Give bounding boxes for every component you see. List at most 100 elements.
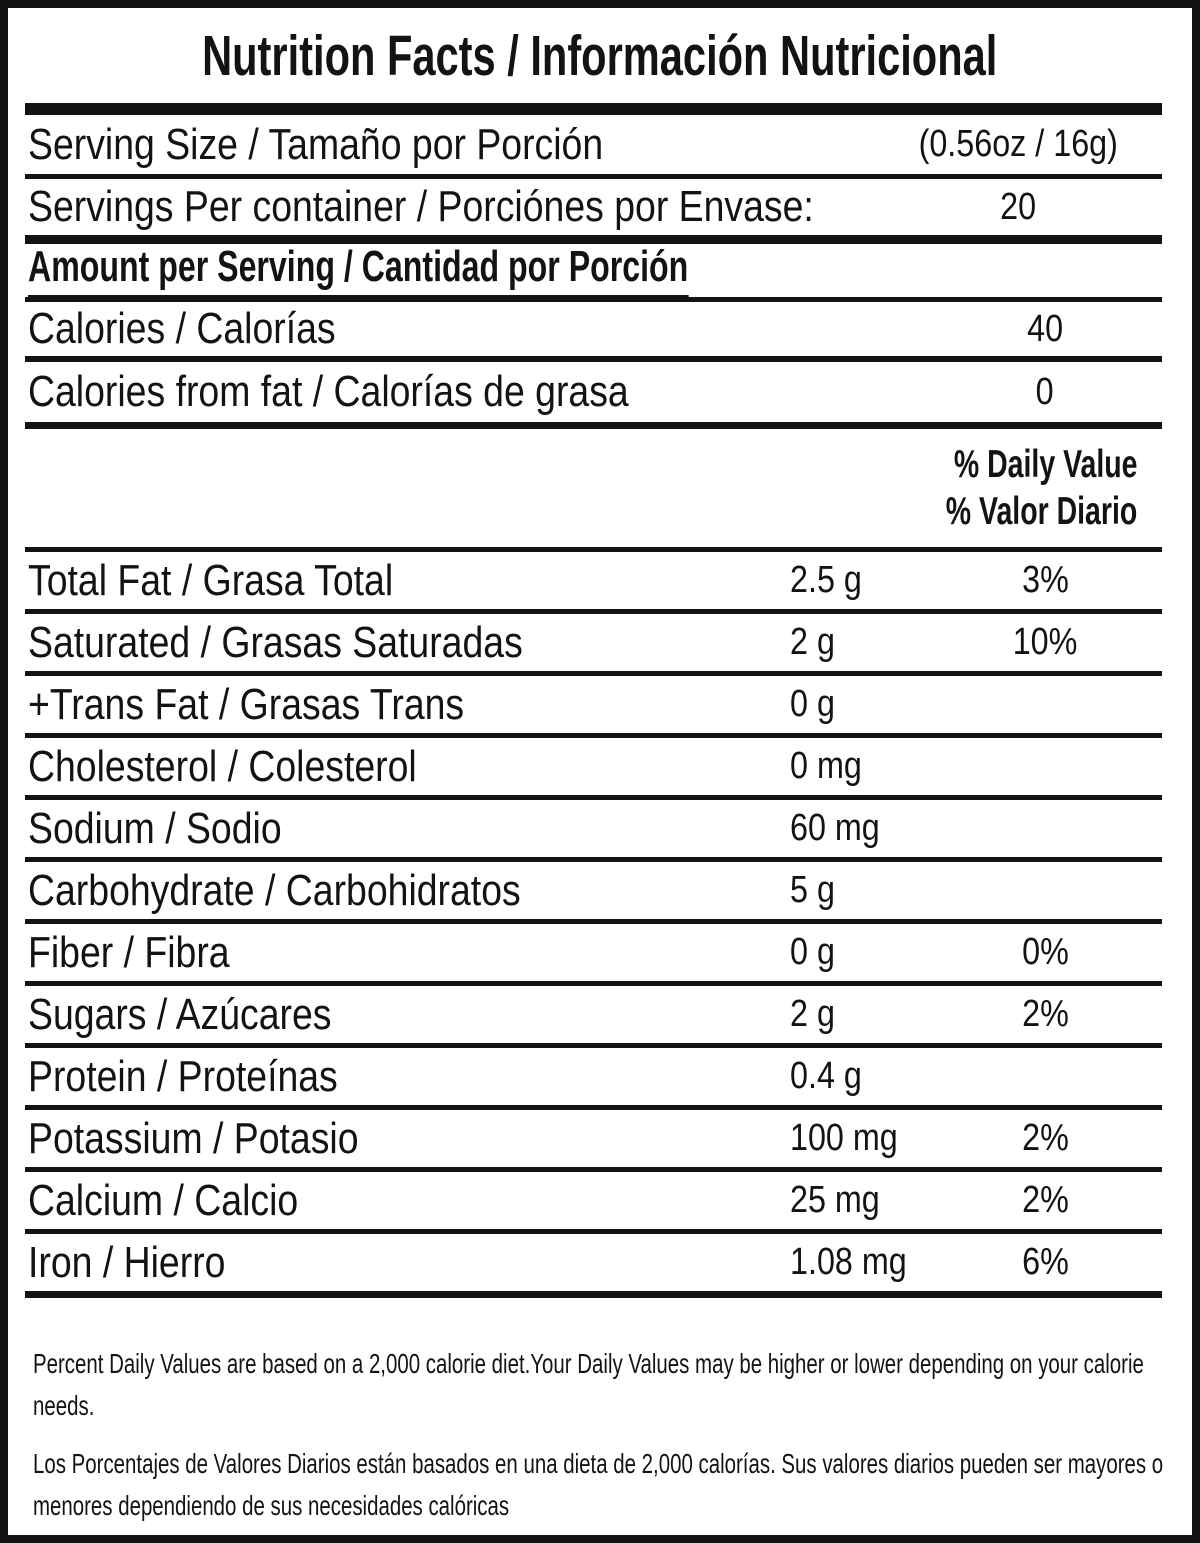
- row-divider: [25, 1043, 1162, 1048]
- row-divider: [25, 919, 1162, 924]
- nutrient-amount-cell: 100 mg: [790, 1117, 970, 1160]
- calories-from-fat-value: 0: [1036, 370, 1054, 413]
- nutrient-dv: 2%: [1021, 993, 1069, 1035]
- daily-value-header-es: % Valor Diario: [945, 490, 1137, 533]
- amount-per-serving-header: Amount per Serving / Cantidad por Porció…: [28, 242, 689, 299]
- nutrient-row-carbohydrate: Carbohydrate / Carbohidratos 5 g: [8, 862, 1192, 919]
- nutrient-row-fiber: Fiber / Fibra 0 g 0%: [8, 924, 1192, 981]
- row-divider: [25, 1229, 1162, 1234]
- nutrient-dv-cell: 3%: [970, 559, 1120, 602]
- nutrient-amount: 5 g: [790, 869, 835, 911]
- nutrient-row-potassium: Potassium / Potasio 100 mg 2%: [8, 1110, 1192, 1167]
- serving-size-value: (0.56oz / 16g): [918, 123, 1118, 165]
- nutrient-row-saturated-fat: Saturated / Grasas Saturadas 2 g 10%: [8, 614, 1192, 671]
- calories-label: Calories / Calorías: [28, 304, 336, 353]
- nutrient-label: Total Fat / Grasa Total: [28, 555, 394, 605]
- nutrient-label: +Trans Fat / Grasas Trans: [28, 679, 465, 729]
- nutrient-dv-cell: 2%: [970, 993, 1120, 1036]
- nutrient-label-cell: Sugars / Azúcares: [28, 990, 790, 1040]
- daily-value-header-en: % Daily Value: [953, 443, 1137, 486]
- row-divider: [25, 609, 1162, 614]
- nutrient-label-cell: Sodium / Sodio: [28, 804, 790, 854]
- row-divider: [25, 1105, 1162, 1110]
- nutrient-amount: 2 g: [790, 621, 835, 663]
- row-divider: [25, 981, 1162, 986]
- row-divider: [25, 422, 1162, 429]
- daily-value-header: % Daily Value % Valor Diario: [8, 429, 1192, 547]
- servings-per-container-value-cell: 20: [868, 186, 1168, 229]
- nutrient-amount: 25 mg: [790, 1179, 880, 1221]
- title-divider-bar: [25, 103, 1162, 115]
- nutrient-dv-cell: 2%: [970, 1117, 1120, 1160]
- nutrient-amount-cell: 1.08 mg: [790, 1241, 970, 1284]
- nutrient-amount: 2 g: [790, 993, 835, 1035]
- nutrient-dv-cell: 6%: [970, 1241, 1120, 1284]
- nutrient-amount-cell: 2 g: [790, 993, 970, 1036]
- nutrient-label-cell: Potassium / Potasio: [28, 1114, 790, 1164]
- nutrient-amount: 2.5 g: [790, 559, 862, 601]
- nutrient-amount-cell: 0 g: [790, 683, 970, 726]
- footnote-english: Percent Daily Values are based on a 2,00…: [33, 1348, 1144, 1421]
- nutrient-label: Cholesterol / Colesterol: [28, 741, 417, 791]
- nutrient-amount-cell: 0 g: [790, 931, 970, 974]
- nutrient-label: Sugars / Azúcares: [28, 989, 332, 1039]
- serving-size-value-cell: (0.56oz / 16g): [868, 123, 1168, 166]
- servings-per-container-label-cell: Servings Per container / Porciónes por E…: [28, 182, 868, 232]
- nutrient-label: Fiber / Fibra: [28, 927, 230, 977]
- nutrient-amount-cell: 25 mg: [790, 1179, 970, 1222]
- nutrient-label-cell: Saturated / Grasas Saturadas: [28, 618, 790, 668]
- row-divider: [25, 857, 1162, 862]
- row-divider: [25, 547, 1162, 552]
- calories-label-cell: Calories / Calorías: [28, 304, 970, 354]
- servings-per-container-value: 20: [1000, 185, 1036, 228]
- row-divider: [25, 174, 1162, 179]
- nutrient-label-cell: Cholesterol / Colesterol: [28, 742, 790, 792]
- calories-from-fat-row: Calories from fat / Calorías de grasa 0: [8, 362, 1192, 422]
- servings-per-container-label: Servings Per container / Porciónes por E…: [28, 182, 814, 231]
- row-divider: [25, 733, 1162, 738]
- nutrient-row-trans-fat: +Trans Fat / Grasas Trans 0 g: [8, 676, 1192, 733]
- nutrient-label: Potassium / Potasio: [28, 1113, 359, 1163]
- nutrient-row-cholesterol: Cholesterol / Colesterol 0 mg: [8, 738, 1192, 795]
- nutrient-amount: 60 mg: [790, 807, 880, 849]
- nutrient-dv-cell: [970, 745, 1120, 788]
- nutrient-dv: 10%: [1012, 621, 1078, 663]
- calories-row: Calories / Calorías 40: [8, 302, 1192, 356]
- nutrient-label-cell: Iron / Hierro: [28, 1238, 790, 1288]
- table-end-bar: [25, 1291, 1162, 1298]
- nutrient-amount: 0 mg: [790, 745, 862, 787]
- serving-size-label: Serving Size / Tamaño por Porción: [28, 119, 604, 169]
- nutrient-dv: 6%: [1021, 1241, 1069, 1283]
- nutrient-label-cell: Carbohydrate / Carbohidratos: [28, 866, 790, 916]
- nutrient-amount: 0.4 g: [790, 1055, 862, 1097]
- nutrient-label: Protein / Proteínas: [28, 1051, 338, 1101]
- nutrient-amount: 0 g: [790, 683, 835, 725]
- nutrient-dv-cell: [970, 807, 1120, 850]
- nutrient-dv-cell: [970, 869, 1120, 912]
- nutrient-label-cell: Fiber / Fibra: [28, 928, 790, 978]
- nutrient-amount-cell: 5 g: [790, 869, 970, 912]
- nutrient-amount: 100 mg: [790, 1117, 898, 1159]
- footnotes: Percent Daily Values are based on a 2,00…: [8, 1343, 1192, 1527]
- row-divider: [25, 356, 1162, 362]
- nutrient-dv-cell: [970, 683, 1120, 726]
- nutrient-amount-cell: 2 g: [790, 621, 970, 664]
- section-divider-bar: [25, 235, 1162, 244]
- row-divider: [25, 671, 1162, 676]
- nutrient-label: Iron / Hierro: [28, 1237, 226, 1287]
- nutrient-amount-cell: 0.4 g: [790, 1055, 970, 1098]
- nutrient-label: Sodium / Sodio: [28, 803, 282, 853]
- nutrient-dv-cell: 2%: [970, 1179, 1120, 1222]
- nutrient-amount-cell: 60 mg: [790, 807, 970, 850]
- row-divider: [25, 1167, 1162, 1172]
- servings-per-container-row: Servings Per container / Porciónes por E…: [8, 179, 1192, 235]
- nutrient-label-cell: Calcium / Calcio: [28, 1176, 790, 1226]
- nutrient-row-calcium: Calcium / Calcio 25 mg 2%: [8, 1172, 1192, 1229]
- row-divider: [25, 795, 1162, 800]
- nutrient-row-total-fat: Total Fat / Grasa Total 2.5 g 3%: [8, 552, 1192, 609]
- nutrient-row-iron: Iron / Hierro 1.08 mg 6%: [8, 1234, 1192, 1291]
- nutrient-amount: 0 g: [790, 931, 835, 973]
- nutrient-amount: 1.08 mg: [790, 1241, 907, 1283]
- nutrient-dv: 2%: [1021, 1117, 1069, 1159]
